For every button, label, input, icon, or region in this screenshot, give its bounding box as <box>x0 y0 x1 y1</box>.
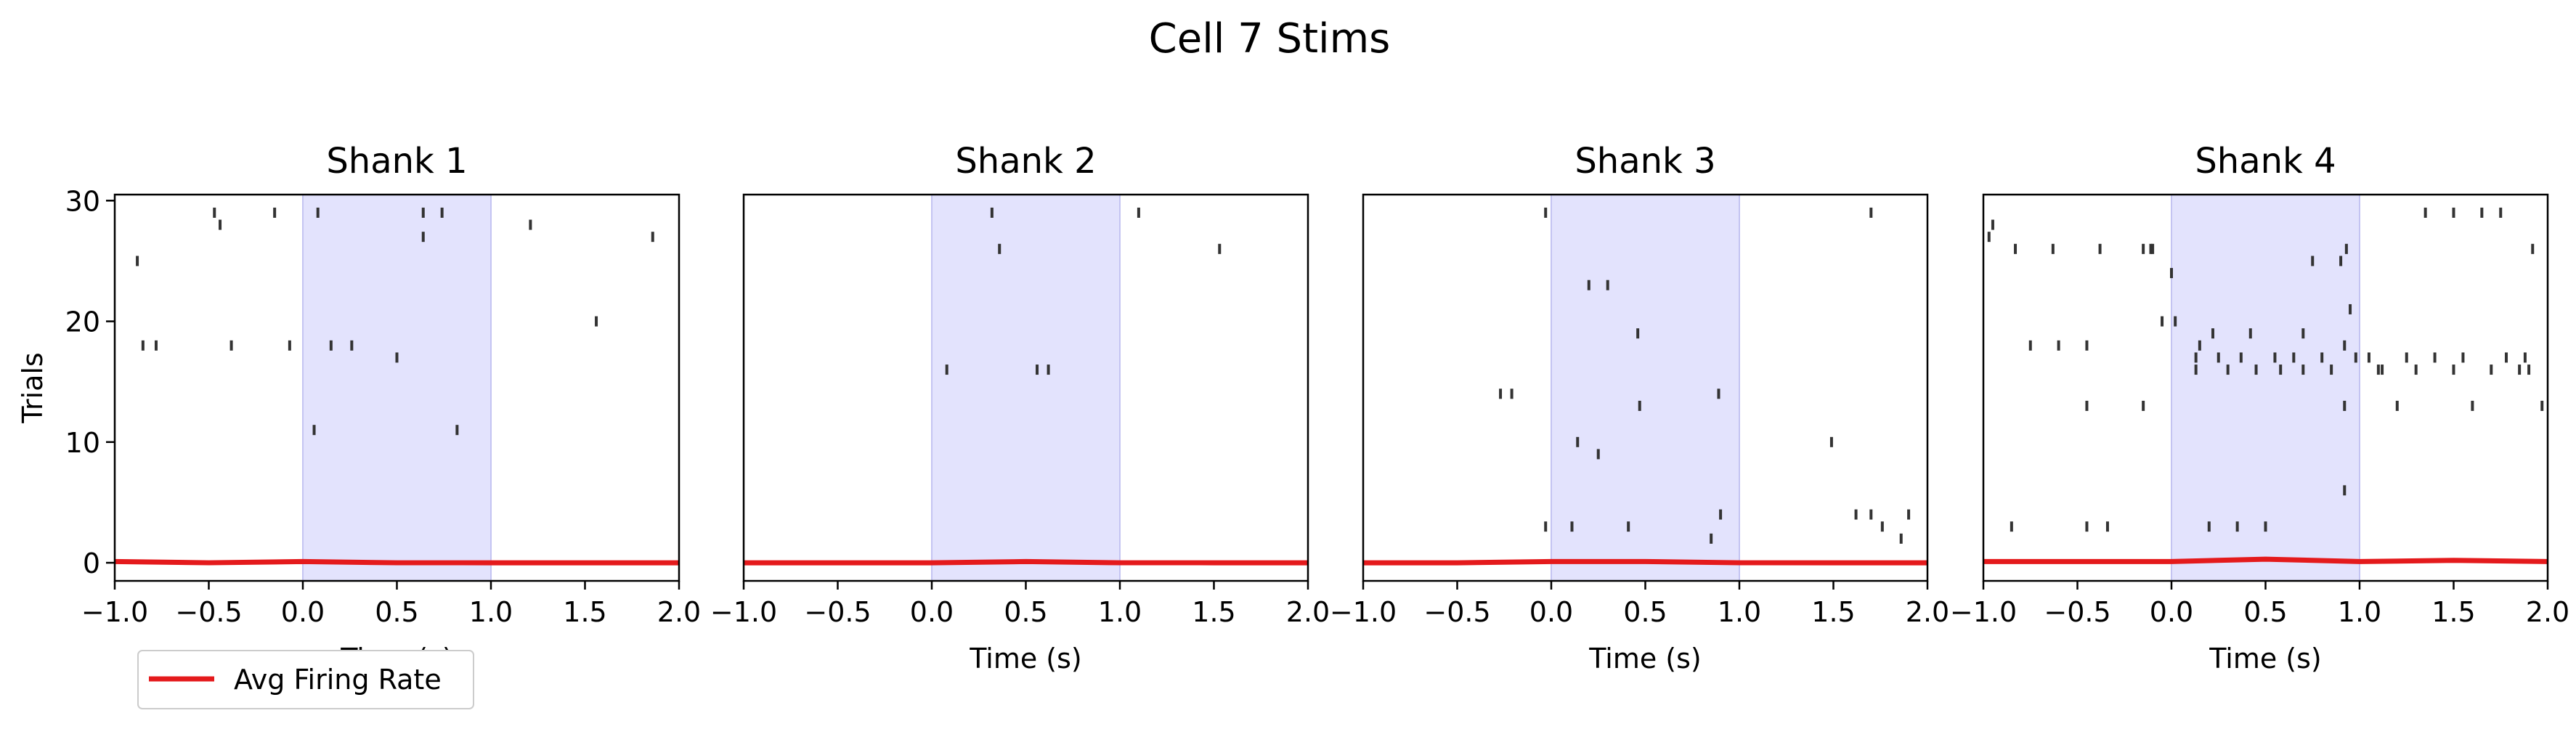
x-tick-label: 1.5 <box>2431 596 2475 628</box>
y-tick-label: 10 <box>65 427 100 459</box>
x-tick-label: −0.5 <box>804 596 871 628</box>
x-tick-label: 2.0 <box>657 596 701 628</box>
legend: Avg Firing Rate <box>137 650 474 709</box>
x-tick-label: 0.0 <box>2150 596 2193 628</box>
x-tick-label: 2.0 <box>2526 596 2569 628</box>
x-tick-label: −1.0 <box>1330 596 1397 628</box>
panel-title: Shank 2 <box>955 141 1096 182</box>
x-tick-label: 0.5 <box>2243 596 2287 628</box>
x-tick-label: −1.0 <box>710 596 777 628</box>
x-tick-label: 0.5 <box>1004 596 1047 628</box>
x-tick-label: 2.0 <box>1906 596 1949 628</box>
x-axis-label: Time (s) <box>969 643 1082 675</box>
x-tick-label: −1.0 <box>1950 596 2017 628</box>
panel-title: Shank 3 <box>1575 141 1715 182</box>
x-tick-label: 0.0 <box>1529 596 1573 628</box>
panel-title: Shank 1 <box>326 141 467 182</box>
x-tick-label: −0.5 <box>2044 596 2110 628</box>
x-tick-label: 1.5 <box>1192 596 1235 628</box>
x-tick-label: 1.0 <box>469 596 513 628</box>
y-axis-label: Trials <box>17 352 49 423</box>
x-axis-label: Time (s) <box>2209 643 2322 675</box>
x-tick-label: −0.5 <box>175 596 242 628</box>
stim-window <box>931 194 1121 582</box>
x-axis-label: Time (s) <box>1588 643 1702 675</box>
panels: −1.0 −0.5 0.0 0.5 1.0 1.5 2.0 0 10 20 30 Shank 1 Tim… <box>17 141 2569 675</box>
x-tick-label: 0.0 <box>281 596 325 628</box>
x-tick-label: 1.5 <box>1811 596 1855 628</box>
avg-firing-rate-line <box>1363 558 1927 566</box>
x-tick-label: 1.0 <box>1718 596 1761 628</box>
legend-label: Avg Firing Rate <box>234 664 442 696</box>
x-tick-label: 1.5 <box>563 596 606 628</box>
panel-3: −1.0 −0.5 0.0 0.5 1.0 1.5 2.0 Shank 3 Time (s) <box>1330 141 1949 675</box>
x-tick-label: 0.5 <box>1623 596 1667 628</box>
y-tick-label: 0 <box>83 547 100 579</box>
avg-firing-rate-line <box>744 558 1308 566</box>
stim-window <box>1551 194 1740 582</box>
x-tick-label: −1.0 <box>81 596 148 628</box>
x-tick-label: 1.0 <box>2338 596 2381 628</box>
legend-box <box>137 650 474 709</box>
panel-4: −1.0 −0.5 0.0 0.5 1.0 1.5 2.0 Shank 4 Time (s) <box>1950 141 2569 675</box>
stim-window <box>2171 194 2360 582</box>
y-tick-label: 30 <box>65 185 100 217</box>
figure-title: Cell 7 Stims <box>1149 15 1391 62</box>
panel-title: Shank 4 <box>2195 141 2336 182</box>
x-tick-label: 0.5 <box>375 596 418 628</box>
y-tick-label: 20 <box>65 306 100 338</box>
x-tick-label: −0.5 <box>1423 596 1490 628</box>
x-tick-label: 0.0 <box>910 596 954 628</box>
panel-2: −1.0 −0.5 0.0 0.5 1.0 1.5 2.0 Shank 2 Time (s) <box>710 141 1330 675</box>
stim-window <box>302 194 492 582</box>
x-tick-label: 2.0 <box>1286 596 1330 628</box>
avg-firing-rate-line <box>1983 556 2548 564</box>
x-tick-label: 1.0 <box>1098 596 1142 628</box>
avg-firing-rate-line <box>114 558 679 566</box>
